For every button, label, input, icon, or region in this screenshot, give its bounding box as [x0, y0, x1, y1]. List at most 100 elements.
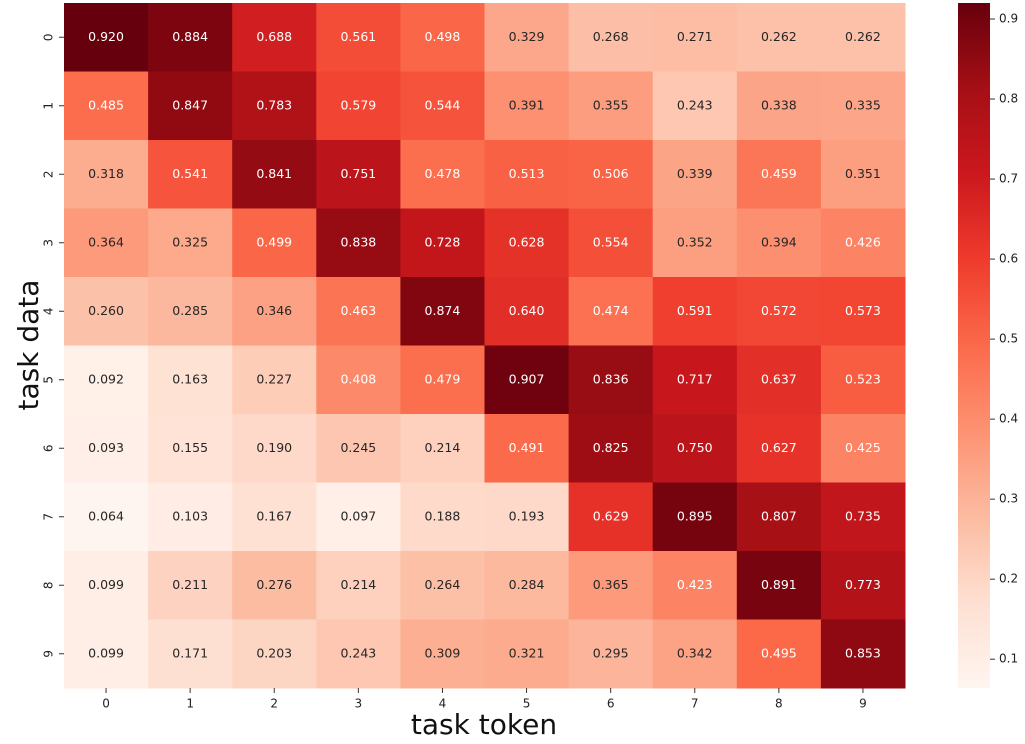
cell-label: 0.321: [509, 645, 545, 660]
cell-label: 0.351: [845, 166, 881, 181]
heatmap-cell: [400, 414, 485, 483]
heatmap-cell: [148, 71, 233, 141]
heatmap-cell: [148, 208, 233, 278]
heatmap-cell: [568, 414, 654, 483]
x-tick-label: 9: [859, 697, 867, 711]
cell-label: 0.728: [425, 234, 461, 249]
cell-label: 0.573: [845, 303, 881, 318]
cell-label: 0.103: [172, 508, 208, 523]
colorbar-tick-label: 0.5: [999, 332, 1018, 346]
heatmap-cell: [484, 71, 570, 141]
heatmap-cell: [316, 414, 401, 483]
cell-label: 0.309: [425, 645, 461, 660]
heatmap-cell: [316, 277, 401, 346]
colorbar: [958, 3, 990, 688]
heatmap-cell: [64, 414, 149, 483]
y-tick-label: 4: [42, 307, 56, 315]
heatmap-cell: [400, 3, 485, 72]
cell-label: 0.783: [256, 97, 292, 112]
y-tick-label: 8: [42, 581, 56, 589]
y-tick-label: 2: [42, 170, 56, 178]
cell-label: 0.408: [340, 371, 376, 386]
cell-label: 0.561: [340, 29, 376, 44]
y-tick-label: 7: [42, 513, 56, 521]
cell-label: 0.260: [88, 303, 124, 318]
heatmap-cell: [400, 208, 485, 278]
cell-label: 0.335: [845, 97, 881, 112]
x-tick-label: 1: [186, 697, 194, 711]
cell-label: 0.329: [509, 29, 545, 44]
cell-label: 0.463: [340, 303, 376, 318]
cell-label: 0.478: [425, 166, 461, 181]
cell-label: 0.262: [845, 29, 881, 44]
cell-label: 0.544: [425, 97, 461, 112]
cell-label: 0.541: [172, 166, 208, 181]
cell-label: 0.099: [88, 645, 124, 660]
heatmap-cell: [400, 551, 485, 620]
heatmap-cell: [232, 208, 317, 278]
cell-label: 0.640: [509, 303, 545, 318]
cell-label: 0.591: [677, 303, 713, 318]
cell-label: 0.214: [425, 440, 461, 455]
cell-label: 0.688: [256, 29, 292, 44]
cell-label: 0.807: [761, 508, 797, 523]
cell-label: 0.214: [340, 577, 376, 592]
cell-label: 0.920: [88, 29, 124, 44]
cell-label: 0.751: [340, 166, 376, 181]
cell-label: 0.171: [172, 645, 208, 660]
cell-label: 0.227: [256, 371, 292, 386]
cell-label: 0.838: [340, 234, 376, 249]
heatmap-cell: [652, 345, 738, 415]
heatmap-cell: [484, 551, 570, 620]
heatmap-cell: [568, 551, 654, 620]
cell-label: 0.836: [593, 371, 629, 386]
cell-label: 0.092: [88, 371, 124, 386]
cell-label: 0.491: [509, 440, 545, 455]
heatmap-cell: [736, 140, 822, 209]
heatmap-cell: [400, 277, 485, 346]
y-tick-label: 6: [42, 444, 56, 452]
heatmap-cell: [820, 345, 906, 415]
heatmap-cell: [64, 208, 149, 278]
x-tick-label: 8: [775, 697, 783, 711]
heatmap-cell: [820, 482, 906, 552]
cell-label: 0.485: [88, 97, 124, 112]
cell-label: 0.637: [761, 371, 797, 386]
cell-label: 0.155: [172, 440, 208, 455]
cell-label: 0.325: [172, 234, 208, 249]
cell-label: 0.847: [172, 97, 208, 112]
cell-label: 0.884: [172, 29, 208, 44]
heatmap-cell: [400, 140, 485, 209]
heatmap-cell: [568, 277, 654, 346]
heatmap-cell: [316, 140, 401, 209]
cell-label: 0.874: [425, 303, 461, 318]
cell-label: 0.479: [425, 371, 461, 386]
heatmap-cell: [652, 482, 738, 552]
cell-label: 0.523: [845, 371, 881, 386]
cell-label: 0.264: [425, 577, 461, 592]
cell-label: 0.627: [761, 440, 797, 455]
heatmap-cell: [316, 619, 401, 689]
colorbar-tick-label: 0.3: [999, 492, 1018, 506]
cell-label: 0.295: [593, 645, 629, 660]
cell-label: 0.498: [425, 29, 461, 44]
cell-label: 0.064: [88, 508, 124, 523]
heatmap-cell: [148, 414, 233, 483]
heatmap-cell: [148, 482, 233, 552]
heatmap-cell: [316, 208, 401, 278]
cell-label: 0.268: [593, 29, 629, 44]
cell-label: 0.572: [761, 303, 797, 318]
heatmap-cell: [148, 551, 233, 620]
heatmap-cell: [820, 140, 906, 209]
heatmap-cell: [736, 71, 822, 141]
cell-label: 0.891: [761, 577, 797, 592]
cell-label: 0.579: [340, 97, 376, 112]
cell-label: 0.211: [172, 577, 208, 592]
heatmap-cell: [484, 277, 570, 346]
cell-label: 0.495: [761, 645, 797, 660]
heatmap-cell: [736, 414, 822, 483]
heatmap-cell: [64, 140, 149, 209]
heatmap-cell: [148, 140, 233, 209]
heatmap-cell: [64, 277, 149, 346]
